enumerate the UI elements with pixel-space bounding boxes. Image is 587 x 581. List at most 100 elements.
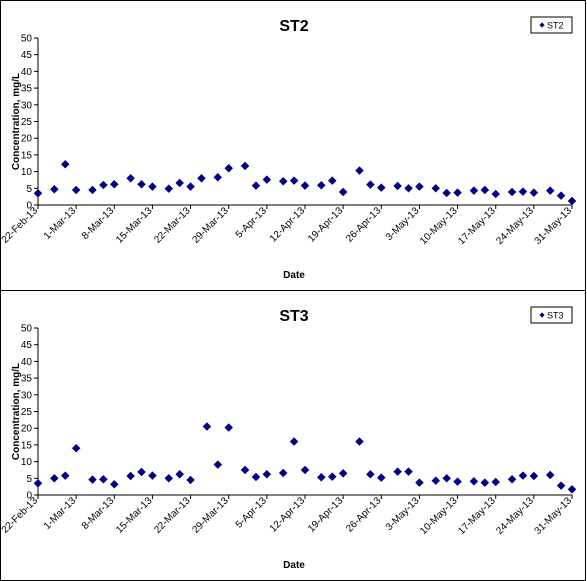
legend: ST3 <box>530 306 573 324</box>
y-axis-title: Concentration, mg/L <box>11 363 22 460</box>
x-tick-label: 3-May-13 <box>384 495 422 533</box>
x-tick-label: 19-Apr-13 <box>306 495 346 535</box>
data-point <box>251 181 261 190</box>
data-point <box>49 473 59 483</box>
x-tick-label: 12-Apr-13 <box>268 495 308 535</box>
x-tick-label: 29-Mar-13 <box>190 205 231 246</box>
data-point <box>567 196 577 206</box>
y-tick-label: 30 <box>21 390 33 401</box>
data-point <box>491 189 501 199</box>
data-point <box>518 187 528 196</box>
x-tick-label: 3-May-13 <box>384 205 422 243</box>
chart-title: ST2 <box>279 18 308 35</box>
y-tick-label: 30 <box>21 100 33 111</box>
legend-marker <box>539 22 545 28</box>
legend-box <box>530 306 573 324</box>
data-point <box>366 469 375 479</box>
x-tick-label: 31-May-13 <box>533 495 575 537</box>
data-point <box>431 476 441 485</box>
data-point <box>224 423 234 432</box>
data-point <box>376 473 386 482</box>
x-tick-label: 22-Mar-13 <box>152 495 193 536</box>
data-point <box>99 180 108 190</box>
x-axis-title: Date <box>283 270 305 281</box>
data-point <box>545 470 555 480</box>
data-point <box>262 469 272 479</box>
y-tick-label: 20 <box>21 424 33 435</box>
y-tick-label: 15 <box>21 150 33 161</box>
data-point <box>480 478 490 487</box>
data-point <box>529 188 539 197</box>
y-tick-label: 10 <box>21 457 33 468</box>
y-tick-label: 5 <box>26 474 32 485</box>
data-point <box>224 163 234 173</box>
x-axis-title: Date <box>283 560 305 571</box>
x-tick-label: 8-Mar-13 <box>80 205 117 242</box>
data-point <box>251 472 261 482</box>
y-tick-label: 50 <box>21 34 33 45</box>
data-point <box>300 181 310 190</box>
x-tick-label: 17-May-13 <box>456 495 498 537</box>
data-point <box>300 465 310 475</box>
data-point <box>262 175 272 184</box>
y-tick-label: 45 <box>21 340 33 351</box>
data-point <box>278 176 288 186</box>
y-tick-label: 15 <box>21 440 33 451</box>
legend-label: ST3 <box>547 311 564 321</box>
data-point <box>507 474 517 484</box>
data-point <box>99 474 108 484</box>
data-point <box>240 161 250 171</box>
data-point <box>338 468 348 478</box>
data-point <box>109 179 119 189</box>
y-tick-label: 0 <box>26 491 32 502</box>
data-point <box>442 188 452 198</box>
x-tick-label: 19-Apr-13 <box>306 205 346 245</box>
y-tick-label: 20 <box>21 134 33 145</box>
data-point <box>404 467 413 476</box>
data-point <box>376 183 386 192</box>
x-tick-label: 15-Mar-13 <box>114 205 155 246</box>
data-point <box>278 468 288 478</box>
data-point <box>213 172 223 182</box>
x-tick-label: 31-May-13 <box>533 205 575 247</box>
chart-st3: ST3 0 5 10 15 20 25 30 35 40 45 50 22-Feb-13 1-Mar-13… <box>1 306 577 571</box>
data-point <box>518 471 528 480</box>
x-tick-label: 24-May-13 <box>494 205 536 247</box>
legend-marker <box>539 312 545 318</box>
data-point <box>442 473 452 483</box>
chart-panel-st2: ST2 0 5 10 15 20 25 30 35 40 45 50 22-Feb-13 1-Mar-13… <box>0 0 586 291</box>
data-point <box>175 178 185 188</box>
y-tick-label: 25 <box>21 117 33 128</box>
x-tick-label: 15-Mar-13 <box>114 495 155 536</box>
x-tick-label: 1-Mar-13 <box>42 495 79 532</box>
chart-panel-st3: ST3 0 5 10 15 20 25 30 35 40 45 50 22-Feb-13 1-Mar-13… <box>0 290 586 581</box>
data-point <box>213 460 223 469</box>
data-point <box>480 185 490 195</box>
data-point <box>289 176 299 185</box>
x-tick-label: 26-Apr-13 <box>344 495 384 535</box>
data-point <box>529 471 539 481</box>
data-point <box>137 467 146 477</box>
data-point <box>415 182 424 191</box>
x-tick-label: 1-Mar-13 <box>42 205 79 242</box>
data-point <box>556 191 566 201</box>
data-point <box>469 186 479 195</box>
legend-label: ST2 <box>547 21 564 31</box>
data-point <box>316 180 326 190</box>
y-tick-label: 40 <box>21 67 33 78</box>
data-point <box>366 180 375 189</box>
x-tick-label: 22-Feb-13 <box>1 205 40 246</box>
data-point <box>175 469 185 479</box>
data-point <box>148 182 157 191</box>
data-point <box>355 437 364 446</box>
data-point <box>355 166 364 175</box>
data-point <box>49 184 59 194</box>
y-tick-label: 10 <box>21 167 33 178</box>
data-point <box>164 473 174 483</box>
y-tick-label: 45 <box>21 50 33 61</box>
data-point <box>126 471 135 481</box>
x-tick-label: 10-May-13 <box>418 205 460 247</box>
x-tick-label: 22-Feb-13 <box>1 495 40 536</box>
data-point <box>289 437 299 446</box>
data-point <box>126 173 135 183</box>
